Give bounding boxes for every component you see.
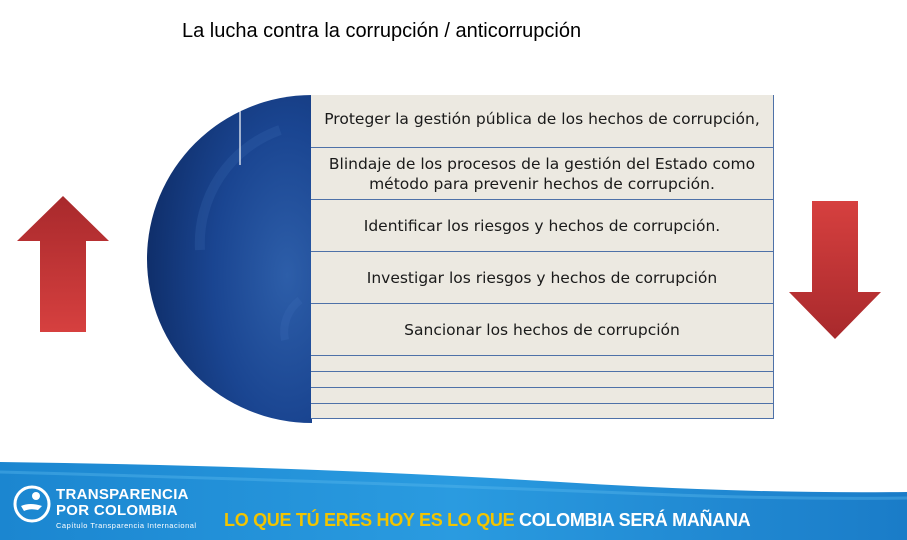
arrow-up-icon xyxy=(17,196,109,332)
empty-row xyxy=(311,371,774,387)
footer-band xyxy=(0,462,907,540)
arrow-down-icon xyxy=(789,201,881,339)
page-title: La lucha contra la corrupción / anticorr… xyxy=(182,20,582,42)
steps-list: Proteger la gestión pública de los hecho… xyxy=(311,95,774,419)
list-item: Blindaje de los procesos de la gestión d… xyxy=(311,147,774,199)
logo-line3: Capítulo Transparencia Internacional xyxy=(56,521,197,530)
list-item: Proteger la gestión pública de los hecho… xyxy=(311,95,774,147)
list-item: Identificar los riesgos y hechos de corr… xyxy=(311,199,774,251)
slogan-part1: LO QUE TÚ ERES HOY ES LO QUE xyxy=(224,510,515,530)
transparencia-logo-icon xyxy=(13,485,51,523)
logo-line1: TRANSPARENCIA xyxy=(56,486,189,503)
list-item: Sancionar los hechos de corrupción xyxy=(311,303,774,355)
list-item: Investigar los riesgos y hechos de corru… xyxy=(311,251,774,303)
empty-row xyxy=(311,403,774,419)
empty-row xyxy=(311,355,774,371)
slogan-part2: COLOMBIA SERÁ MAÑANA xyxy=(519,510,751,530)
logo-line2: POR COLOMBIA xyxy=(56,502,178,519)
empty-row xyxy=(311,387,774,403)
slogan: LO QUE TÚ ERES HOY ES LO QUE COLOMBIA SE… xyxy=(224,510,751,531)
